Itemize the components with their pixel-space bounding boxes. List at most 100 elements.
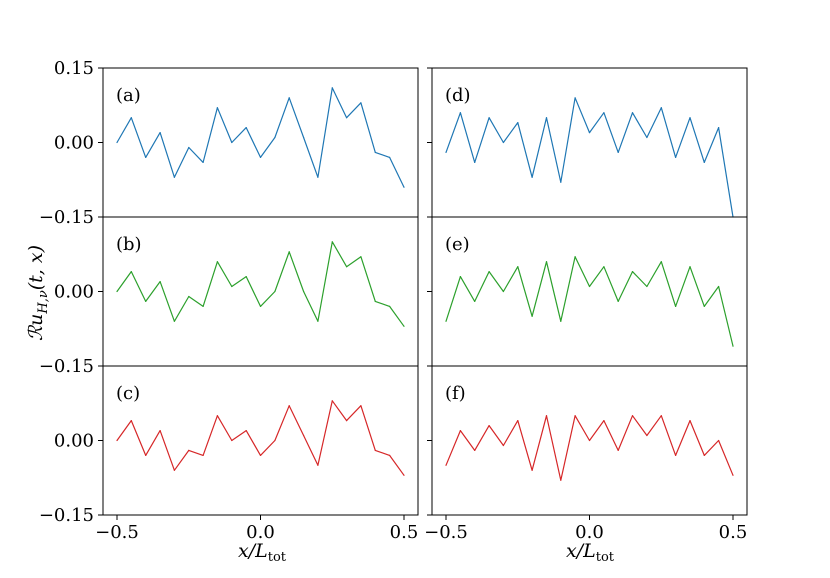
- data-point: [159, 132, 161, 134]
- data-point: [474, 449, 476, 451]
- data-point: [331, 400, 333, 402]
- y-tick-label: −0.15: [39, 356, 94, 377]
- data-point: [288, 405, 290, 407]
- x-tick-label: −0.5: [95, 522, 139, 543]
- data-point: [545, 117, 548, 119]
- data-point: [202, 305, 204, 307]
- data-point: [488, 425, 490, 427]
- data-point: [216, 415, 218, 417]
- data-point: [374, 449, 376, 451]
- data-point: [303, 290, 305, 293]
- data-point: [216, 107, 218, 109]
- data-point: [360, 405, 362, 407]
- data-point: [360, 256, 362, 258]
- data-point: [130, 420, 132, 422]
- data-point: [474, 161, 476, 163]
- data-point: [303, 434, 305, 437]
- data-point: [259, 156, 262, 158]
- y-axis-label-tail: (t, x): [25, 245, 47, 290]
- data-point: [346, 117, 348, 119]
- data-point: [703, 454, 705, 456]
- data-point: [560, 181, 562, 183]
- data-point: [346, 420, 348, 422]
- data-point: [517, 266, 519, 268]
- x-tick-label: 0.0: [246, 522, 275, 543]
- data-point: [360, 102, 362, 104]
- data-point: [517, 122, 519, 124]
- data-point: [274, 290, 276, 293]
- data-point: [517, 420, 519, 422]
- data-point: [718, 439, 720, 442]
- data-point: [560, 479, 562, 481]
- data-point: [288, 251, 290, 253]
- data-point: [617, 300, 619, 302]
- data-point: [317, 320, 319, 322]
- data-point: [216, 261, 218, 263]
- data-point: [588, 285, 591, 288]
- data-point: [574, 97, 576, 99]
- panel-b: (b): [98, 216, 419, 367]
- series-line: [445, 97, 734, 218]
- data-point: [245, 127, 247, 129]
- data-point: [732, 345, 734, 347]
- y-axis-label-main: ℛu: [25, 314, 47, 341]
- data-point: [389, 454, 391, 456]
- data-point: [502, 290, 504, 293]
- data-point: [459, 430, 461, 432]
- y-tick-label: −0.15: [39, 207, 94, 228]
- data-point: [445, 151, 447, 153]
- data-point: [288, 97, 290, 99]
- data-point: [603, 420, 605, 422]
- panel-frame: [102, 216, 419, 367]
- data-point: [159, 430, 161, 432]
- data-point: [173, 320, 175, 322]
- ticks-layer: 0.150.00−0.150.00−0.150.00−0.15−0.5 0.0 0.…: [39, 58, 747, 543]
- panel-f: (f): [427, 365, 748, 516]
- y-tick-label: −0.15: [39, 505, 94, 526]
- y-axis-label-sub: H,ν: [36, 290, 51, 314]
- data-point: [303, 136, 305, 139]
- data-point: [173, 469, 175, 471]
- data-point: [389, 156, 391, 158]
- data-point: [331, 241, 333, 243]
- data-point: [488, 271, 490, 273]
- data-point: [130, 117, 132, 119]
- data-point: [646, 136, 648, 139]
- panel-frame: [102, 67, 419, 218]
- data-point: [259, 305, 262, 307]
- data-point: [689, 117, 691, 119]
- panels-layer: (a) (b) (c) (d) (e) (f): [98, 67, 748, 516]
- data-point: [617, 151, 619, 153]
- data-point: [588, 132, 591, 134]
- panel-label: (b): [116, 234, 142, 255]
- data-point: [145, 300, 147, 302]
- data-point: [459, 112, 461, 114]
- panel-frame: [431, 67, 748, 218]
- data-point: [403, 325, 405, 327]
- x-tick-label: 0.5: [719, 522, 748, 543]
- data-point: [660, 107, 662, 109]
- data-point: [331, 87, 333, 89]
- y-axis-label: ℛuH,ν(t, x): [25, 245, 51, 341]
- y-tick-label: 0.00: [54, 282, 94, 303]
- x-axis-label-left-sub: tot: [268, 550, 287, 565]
- data-point: [603, 112, 605, 114]
- panel-label: (c): [116, 383, 140, 404]
- data-point: [459, 276, 461, 278]
- data-point: [732, 474, 734, 476]
- data-point: [188, 295, 190, 298]
- data-point: [445, 464, 447, 466]
- data-point: [202, 161, 204, 163]
- data-point: [389, 305, 391, 307]
- data-point: [574, 415, 576, 417]
- data-point: [531, 176, 533, 178]
- data-point: [718, 127, 720, 129]
- y-tick-label: 0.00: [54, 133, 94, 154]
- x-axis-label-right: x/Ltot: [566, 540, 615, 565]
- data-point: [646, 285, 648, 288]
- data-point: [545, 261, 548, 263]
- panel-label: (a): [116, 85, 141, 106]
- data-point: [531, 315, 533, 317]
- data-point: [245, 276, 247, 278]
